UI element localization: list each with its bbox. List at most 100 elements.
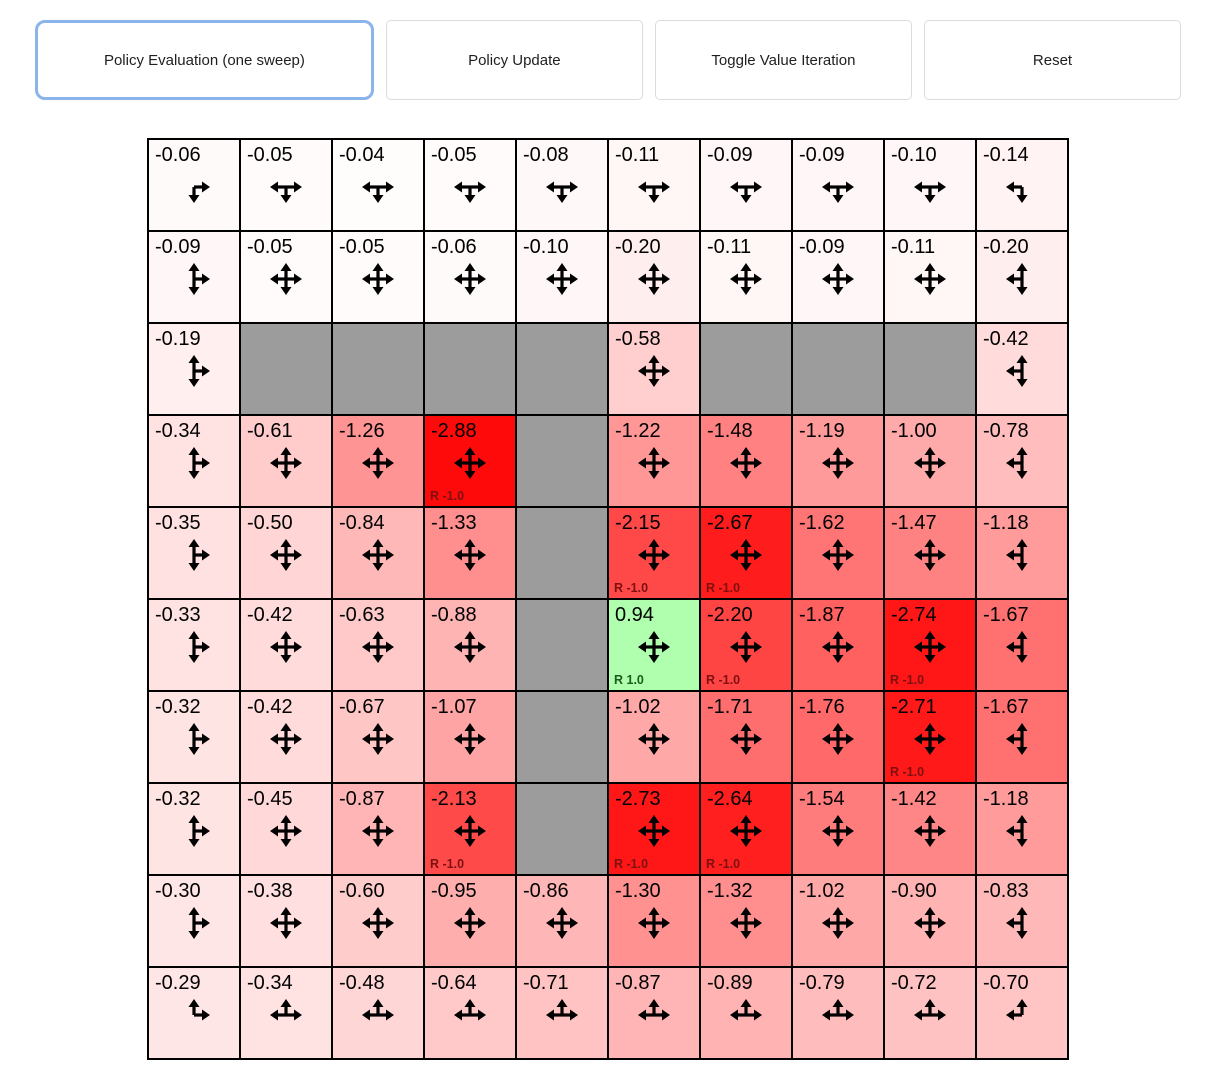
grid-cell[interactable]: -0.45: [240, 783, 332, 875]
grid-cell[interactable]: -1.76: [792, 691, 884, 783]
grid-cell[interactable]: -0.11: [608, 139, 700, 231]
grid-cell[interactable]: -0.04: [332, 139, 424, 231]
grid-cell[interactable]: -1.54: [792, 783, 884, 875]
grid-cell[interactable]: -0.19: [148, 323, 240, 415]
reset-button[interactable]: Reset: [923, 20, 1182, 100]
grid-cell-wall[interactable]: [424, 323, 516, 415]
grid-cell[interactable]: -0.32: [148, 691, 240, 783]
grid-cell[interactable]: -0.89: [700, 967, 792, 1059]
grid-cell[interactable]: -0.95: [424, 875, 516, 967]
grid-cell[interactable]: -0.61: [240, 415, 332, 507]
grid-cell[interactable]: -0.60: [332, 875, 424, 967]
grid-cell[interactable]: -0.09: [792, 139, 884, 231]
grid-cell[interactable]: -1.71: [700, 691, 792, 783]
grid-cell[interactable]: -2.73 R -1.0: [608, 783, 700, 875]
grid-cell[interactable]: -0.30: [148, 875, 240, 967]
grid-cell[interactable]: -0.63: [332, 599, 424, 691]
grid-cell-wall[interactable]: [884, 323, 976, 415]
grid-cell[interactable]: -0.05: [240, 231, 332, 323]
grid-cell[interactable]: -0.10: [516, 231, 608, 323]
grid-cell[interactable]: 0.94 R 1.0: [608, 599, 700, 691]
grid-cell[interactable]: -1.18: [976, 783, 1068, 875]
grid-cell[interactable]: -1.32: [700, 875, 792, 967]
grid-cell[interactable]: -0.90: [884, 875, 976, 967]
grid-cell[interactable]: -1.02: [608, 691, 700, 783]
grid-cell[interactable]: -0.83: [976, 875, 1068, 967]
policy-evaluation-button[interactable]: Policy Evaluation (one sweep): [35, 20, 374, 100]
grid-cell[interactable]: -0.05: [424, 139, 516, 231]
grid-cell[interactable]: -0.11: [884, 231, 976, 323]
grid-cell[interactable]: -0.14: [976, 139, 1068, 231]
grid-cell[interactable]: -0.84: [332, 507, 424, 599]
grid-cell[interactable]: -0.29: [148, 967, 240, 1059]
grid-cell[interactable]: -1.67: [976, 691, 1068, 783]
grid-cell-wall[interactable]: [792, 323, 884, 415]
grid-cell[interactable]: -0.20: [608, 231, 700, 323]
grid-cell[interactable]: -0.35: [148, 507, 240, 599]
grid-cell[interactable]: -1.26: [332, 415, 424, 507]
grid-cell[interactable]: -0.38: [240, 875, 332, 967]
grid-cell[interactable]: -1.22: [608, 415, 700, 507]
grid-cell[interactable]: -0.34: [148, 415, 240, 507]
grid-cell[interactable]: -0.34: [240, 967, 332, 1059]
grid-cell[interactable]: -0.64: [424, 967, 516, 1059]
grid-cell[interactable]: -0.06: [148, 139, 240, 231]
grid-cell[interactable]: -1.33: [424, 507, 516, 599]
grid-cell[interactable]: -1.02: [792, 875, 884, 967]
grid-cell[interactable]: -0.78: [976, 415, 1068, 507]
grid-cell[interactable]: -0.06: [424, 231, 516, 323]
grid-cell[interactable]: -1.19: [792, 415, 884, 507]
toggle-value-iteration-button[interactable]: Toggle Value Iteration: [654, 20, 912, 100]
policy-update-button[interactable]: Policy Update: [385, 20, 643, 100]
grid-cell[interactable]: -2.88 R -1.0: [424, 415, 516, 507]
grid-cell-wall[interactable]: [516, 415, 608, 507]
grid-cell[interactable]: -0.70: [976, 967, 1068, 1059]
grid-cell[interactable]: -2.13 R -1.0: [424, 783, 516, 875]
grid-cell[interactable]: -0.48: [332, 967, 424, 1059]
grid-cell[interactable]: -0.79: [792, 967, 884, 1059]
grid-cell[interactable]: -2.67 R -1.0: [700, 507, 792, 599]
grid-cell-wall[interactable]: [700, 323, 792, 415]
grid-cell[interactable]: -1.07: [424, 691, 516, 783]
grid-cell-wall[interactable]: [240, 323, 332, 415]
grid-cell-wall[interactable]: [516, 323, 608, 415]
grid-cell[interactable]: -0.72: [884, 967, 976, 1059]
grid-cell[interactable]: -1.42: [884, 783, 976, 875]
grid-cell[interactable]: -0.33: [148, 599, 240, 691]
grid-cell[interactable]: -0.08: [516, 139, 608, 231]
grid-cell[interactable]: -0.05: [332, 231, 424, 323]
grid-cell-wall[interactable]: [516, 599, 608, 691]
grid-cell[interactable]: -0.42: [240, 691, 332, 783]
grid-cell[interactable]: -2.15 R -1.0: [608, 507, 700, 599]
grid-cell[interactable]: -1.87: [792, 599, 884, 691]
grid-cell[interactable]: -2.71 R -1.0: [884, 691, 976, 783]
grid-cell[interactable]: -0.10: [884, 139, 976, 231]
grid-cell[interactable]: -1.18: [976, 507, 1068, 599]
grid-cell[interactable]: -0.71: [516, 967, 608, 1059]
grid-cell[interactable]: -0.87: [332, 783, 424, 875]
grid-cell[interactable]: -1.30: [608, 875, 700, 967]
grid-cell[interactable]: -0.42: [240, 599, 332, 691]
grid-cell[interactable]: -0.11: [700, 231, 792, 323]
grid-cell-wall[interactable]: [332, 323, 424, 415]
grid-cell[interactable]: -0.86: [516, 875, 608, 967]
grid-cell[interactable]: -1.48: [700, 415, 792, 507]
grid-cell[interactable]: -0.50: [240, 507, 332, 599]
grid-cell[interactable]: -1.62: [792, 507, 884, 599]
grid-cell[interactable]: -0.88: [424, 599, 516, 691]
grid-cell[interactable]: -1.00: [884, 415, 976, 507]
grid-cell[interactable]: -2.20 R -1.0: [700, 599, 792, 691]
grid-cell-wall[interactable]: [516, 507, 608, 599]
grid-cell[interactable]: -0.32: [148, 783, 240, 875]
grid-cell[interactable]: -0.87: [608, 967, 700, 1059]
grid-cell[interactable]: -2.74 R -1.0: [884, 599, 976, 691]
grid-cell[interactable]: -0.67: [332, 691, 424, 783]
grid-cell[interactable]: -2.64 R -1.0: [700, 783, 792, 875]
grid-cell-wall[interactable]: [516, 783, 608, 875]
grid-cell[interactable]: -1.47: [884, 507, 976, 599]
grid-cell[interactable]: -0.05: [240, 139, 332, 231]
grid-cell[interactable]: -0.09: [792, 231, 884, 323]
grid-cell[interactable]: -1.67: [976, 599, 1068, 691]
grid-cell[interactable]: -0.58: [608, 323, 700, 415]
grid-cell-wall[interactable]: [516, 691, 608, 783]
